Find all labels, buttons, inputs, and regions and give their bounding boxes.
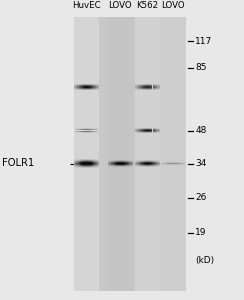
Text: 19: 19 <box>195 228 207 237</box>
Text: FOLR1: FOLR1 <box>2 158 35 169</box>
Text: 85: 85 <box>195 63 207 72</box>
Bar <box>74 16 100 291</box>
Bar <box>74 16 185 291</box>
Text: HuvEC: HuvEC <box>72 1 101 10</box>
Text: 48: 48 <box>195 126 207 135</box>
Bar <box>108 16 134 291</box>
Bar <box>161 16 186 291</box>
Bar <box>135 16 161 291</box>
Text: 117: 117 <box>195 37 213 46</box>
Text: K562: K562 <box>137 1 159 10</box>
Text: 34: 34 <box>195 159 207 168</box>
Text: LOVO: LOVO <box>108 1 131 10</box>
Text: 26: 26 <box>195 194 207 202</box>
Text: (kD): (kD) <box>195 256 214 266</box>
Text: LOVO: LOVO <box>162 1 185 10</box>
